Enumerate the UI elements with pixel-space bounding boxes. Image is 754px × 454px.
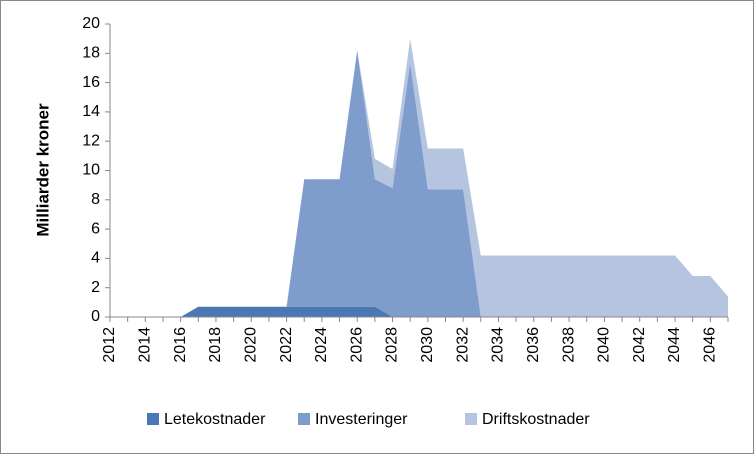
y-tick-label: 20 bbox=[82, 15, 100, 32]
y-tick-label: 0 bbox=[91, 308, 100, 325]
legend-swatch bbox=[147, 413, 159, 425]
x-tick-label: 2032 bbox=[454, 327, 471, 363]
area bbox=[110, 306, 728, 317]
x-tick-label: 2020 bbox=[242, 327, 259, 363]
y-tick-label: 8 bbox=[91, 191, 100, 208]
x-tick-label: 2040 bbox=[596, 327, 613, 363]
x-tick-label: 2038 bbox=[560, 327, 577, 363]
x-tick-label: 2014 bbox=[137, 327, 154, 363]
x-tick-label: 2042 bbox=[631, 327, 648, 363]
legend-label: Driftskostnader bbox=[482, 411, 590, 428]
legend-label: Letekostnader bbox=[164, 411, 266, 428]
area bbox=[110, 38, 728, 318]
y-tick-label: 10 bbox=[82, 162, 100, 179]
y-tick-label: 16 bbox=[82, 74, 100, 91]
y-tick-label: 14 bbox=[82, 103, 100, 120]
y-axis-label: Milliarder kroner bbox=[33, 103, 52, 237]
x-tick-label: 2012 bbox=[101, 327, 118, 363]
x-tick-label: 2028 bbox=[384, 327, 401, 363]
x-tick-label: 2034 bbox=[490, 327, 507, 363]
x-tick-label: 2024 bbox=[313, 327, 330, 363]
x-tick-label: 2018 bbox=[207, 327, 224, 363]
x-tick-label: 2030 bbox=[419, 327, 436, 363]
x-tick-label: 2036 bbox=[525, 327, 542, 363]
legend-label: Investeringer bbox=[315, 411, 408, 428]
x-tick-label: 2016 bbox=[172, 327, 189, 363]
legend-swatch bbox=[298, 413, 310, 425]
legend-swatch bbox=[465, 413, 477, 425]
y-tick-label: 18 bbox=[82, 45, 100, 62]
x-tick-label: 2046 bbox=[702, 327, 719, 363]
x-tick-label: 2026 bbox=[348, 327, 365, 363]
y-tick-label: 2 bbox=[91, 279, 100, 296]
y-tick-label: 6 bbox=[91, 220, 100, 237]
area bbox=[110, 50, 728, 318]
y-tick-label: 12 bbox=[82, 132, 100, 149]
x-tick-label: 2022 bbox=[278, 327, 295, 363]
x-tick-label: 2044 bbox=[666, 327, 683, 363]
y-tick-label: 4 bbox=[91, 250, 100, 267]
